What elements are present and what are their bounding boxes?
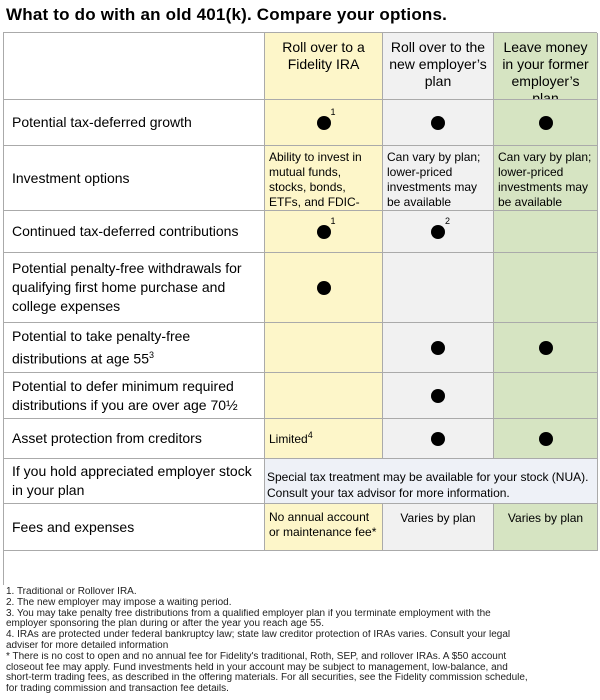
yes-dot-icon: 2 [431,216,450,239]
row-label-continued-contributions: Continued tax-deferred contributions [4,211,265,253]
row-label-distributions-age-55: Potential to take penalty-free distribut… [4,323,265,373]
footnote-line: 2. The new employer may impose a waiting… [6,597,232,608]
row-label-asset-protection: Asset protection from creditors [4,419,265,459]
footnotes: 1. Traditional or Rollover IRA. 2. The n… [6,587,596,699]
row-label-tax-deferred-growth: Potential tax-deferred growth [4,100,265,146]
yes-dot-icon [431,340,445,355]
footnote-line: for trading commission and transaction f… [6,684,229,695]
comparison-table: Roll over to a Fidelity IRA Roll over to… [3,32,598,585]
yes-dot-icon [538,115,553,130]
footnote-ref: 1 [330,215,336,226]
yes-dot-icon: 1 [316,107,336,130]
yes-dot-icon: 1 [316,216,336,239]
cell-r7-c2 [383,419,494,459]
yes-dot-icon [316,280,331,295]
cell-r2-c1: Ability to invest in mutual funds, stock… [265,146,383,211]
row-label-penalty-free-withdrawals: Potential penalty-free withdrawals for q… [4,253,265,323]
column-header-former-employer: Leave money in your former employer’s pl… [494,33,598,100]
footnote-ref: 4 [307,429,313,440]
cell-r1-c3 [494,100,598,146]
yes-dot-icon [431,115,445,130]
cell-r4-c1 [265,253,383,323]
cell-r9-c1: No annual account or maintenance fee* [265,504,383,551]
footnote-line: short-term trading fees, as described in… [6,673,528,684]
cell-r6-c3 [494,373,598,419]
footnote-line: employer sponsoring the plan during or a… [6,619,324,630]
footnote-ref: 2 [445,215,451,226]
yes-dot-icon [431,388,445,403]
cell-r9-c2: Varies by plan [383,504,494,551]
column-header-new-employer: Roll over to the new employer’s plan [383,33,494,100]
cell-r2-c2: Can vary by plan; lower-priced investmen… [383,146,494,211]
cell-r2-c3: Can vary by plan; lower-priced investmen… [494,146,598,211]
cell-r5-c1 [265,323,383,373]
cell-r6-c2 [383,373,494,419]
yes-dot-icon [538,431,553,446]
cell-r3-c2: 2 [383,211,494,253]
row-label-defer-rmd: Potential to defer minimum required dist… [4,373,265,419]
yes-dot-icon [431,431,445,446]
row-label-investment-options: Investment options [4,146,265,211]
cell-r8-nua-span: Special tax treatment may be available f… [265,459,598,504]
footnote-line: closeout fee may apply. Fund investments… [6,662,508,673]
footnote-line: 1. Traditional or Rollover IRA. [6,587,137,597]
cell-r3-c3 [494,211,598,253]
cell-r3-c1: 1 [265,211,383,253]
cell-r7-c3 [494,419,598,459]
row-label-fees-expenses: Fees and expenses [4,504,265,551]
page-title: What to do with an old 401(k). Compare y… [6,5,448,24]
footnote-line: * There is no cost to open and no annual… [6,651,507,662]
cell-r9-c3: Varies by plan [494,504,598,551]
cell-r7-c1: Limited 4 [265,419,383,459]
cell-r1-c2 [383,100,494,146]
footnote-ref: 1 [330,106,336,117]
cell-r5-c2 [383,323,494,373]
column-header-fidelity-ira: Roll over to a Fidelity IRA [265,33,383,100]
cell-r1-c1: 1 [265,100,383,146]
cell-r4-c2 [383,253,494,323]
cell-r6-c1 [265,373,383,419]
row-label-employer-stock: If you hold appreciated employer stock i… [4,459,265,504]
yes-dot-icon [538,340,553,355]
header-empty-cell [4,33,265,100]
footnote-line: adviser for more detailed information [6,640,169,651]
limited-text: Limited [269,431,308,446]
cell-r5-c3 [494,323,598,373]
cell-r4-c3 [494,253,598,323]
footnote-line: 3. You may take penalty free distributio… [6,608,491,619]
footnote-line: 4. IRAs are protected under federal bank… [6,630,511,641]
footnote-ref: 3 [148,349,154,360]
